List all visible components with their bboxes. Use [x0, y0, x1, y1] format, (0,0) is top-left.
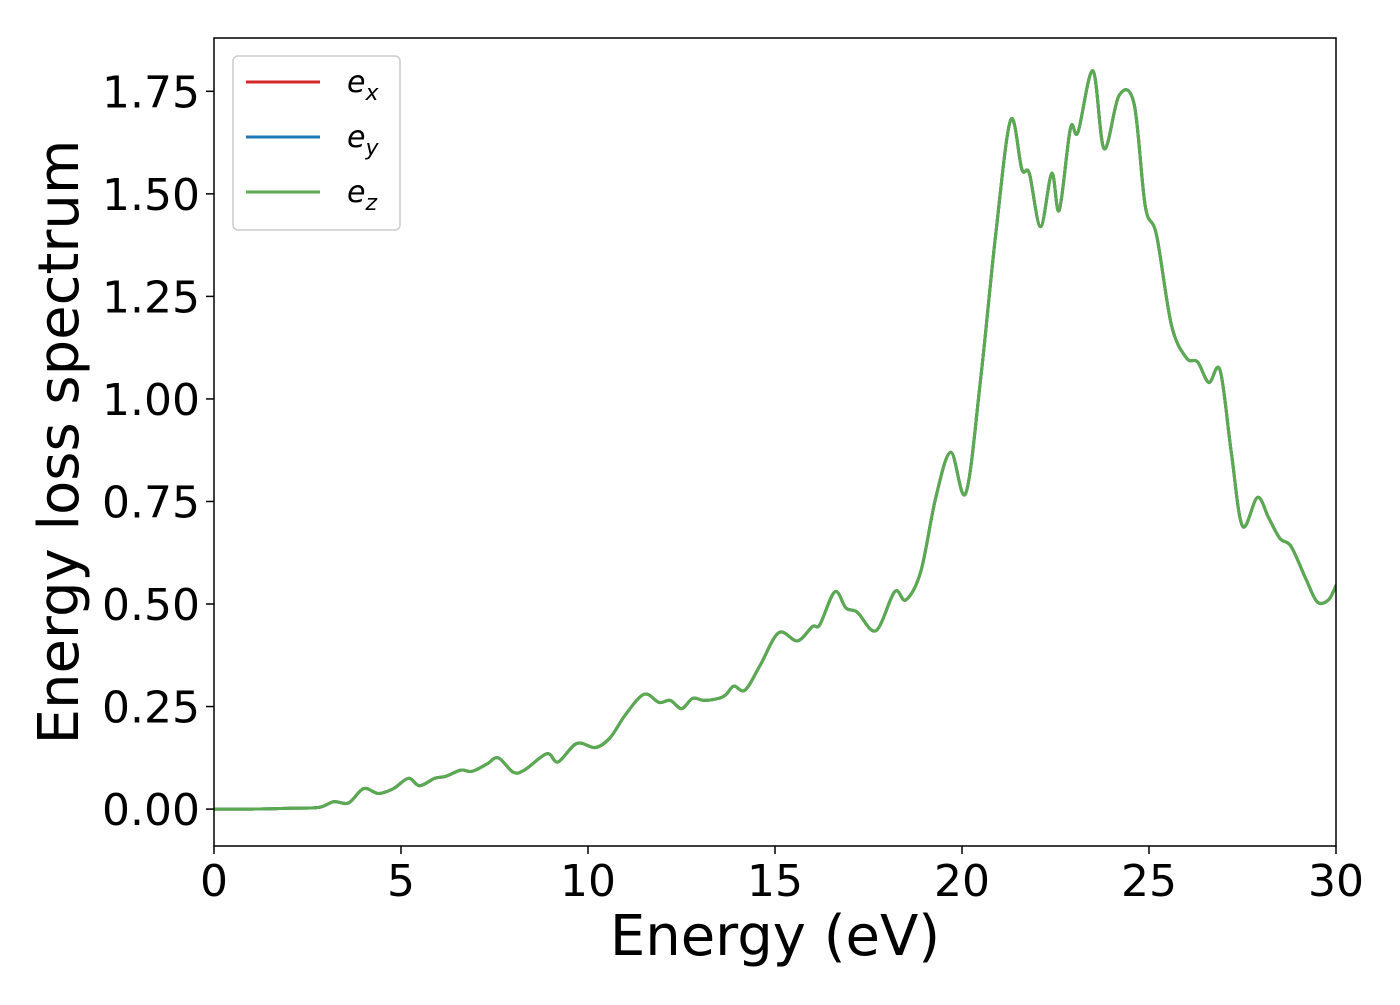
series-line-e-z	[214, 69, 1336, 811]
legend-box	[232, 55, 401, 231]
y-tick-label: 0.75	[102, 477, 200, 528]
legend-label-e-y: ey	[347, 120, 379, 161]
x-tick-label: 20	[934, 856, 990, 907]
y-axis-label: Energy loss spectrum	[27, 140, 92, 745]
y-tick-label: 0.50	[102, 580, 200, 631]
y-tick-label: 0.00	[102, 785, 200, 836]
legend-label-e-x: ex	[347, 65, 379, 106]
y-tick-label: 1.50	[102, 170, 200, 221]
x-tick-label: 25	[1121, 856, 1177, 907]
y-tick-label: 1.00	[102, 375, 200, 426]
x-tick-label: 15	[747, 856, 803, 907]
y-tick-label: 1.25	[102, 272, 200, 323]
y-tick-label: 1.75	[102, 67, 200, 118]
legend: ex ey ez	[232, 55, 401, 231]
y-tick-label: 0.25	[102, 683, 200, 734]
x-tick-label: 5	[387, 856, 415, 907]
legend-label-e-z: ez	[347, 175, 377, 216]
x-tick-label: 0	[200, 856, 228, 907]
x-tick-label: 30	[1308, 856, 1364, 907]
x-tick-label: 10	[560, 856, 616, 907]
x-axis-label: Energy (eV)	[610, 904, 940, 969]
